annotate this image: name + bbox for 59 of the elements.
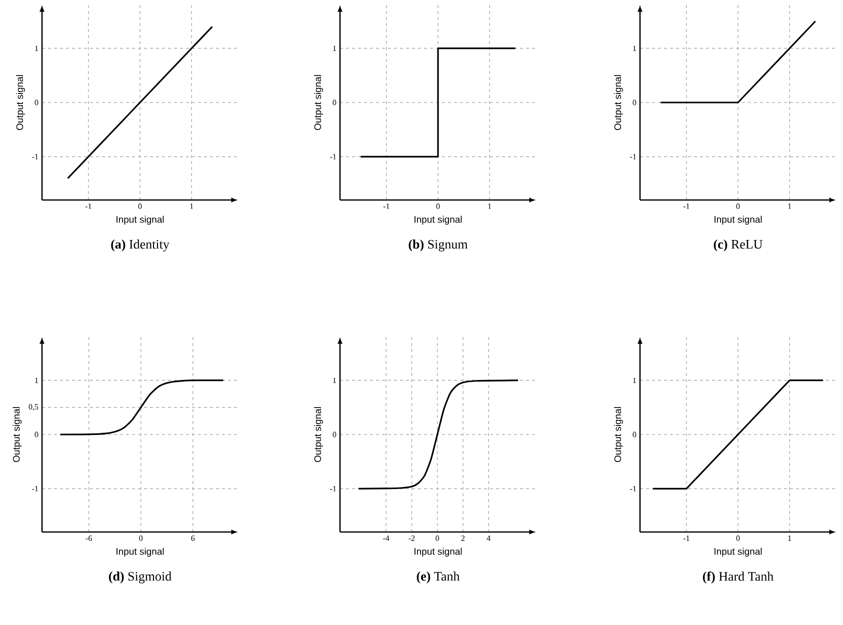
x-tick-label: 0 xyxy=(139,536,143,541)
y-tick-label: 0 xyxy=(34,100,38,106)
x-tick-label: 1 xyxy=(488,204,492,209)
x-tick-label: -1 xyxy=(85,204,92,209)
x-tick-label: 1 xyxy=(190,204,194,209)
y-tick-label: 0,5 xyxy=(28,404,38,411)
text: (e) Tanh xyxy=(416,572,460,584)
x-tick-label: -2 xyxy=(408,536,415,541)
y-tick-label: 0 xyxy=(332,100,336,106)
x-axis-title: Input signal xyxy=(414,548,462,557)
x-tick-label: -1 xyxy=(683,536,690,541)
y-tick-label: -1 xyxy=(330,154,336,160)
y-axis-title: Output signal xyxy=(16,75,25,130)
y-tick-label: -1 xyxy=(32,486,38,492)
line-series xyxy=(358,380,519,490)
text: (b) Signum xyxy=(408,240,468,252)
y-axis-title: Output signal xyxy=(12,407,22,462)
x-tick-label: 1 xyxy=(788,204,792,209)
text: (f) Hard Tanh xyxy=(702,572,774,584)
y-axis-title: Output signal xyxy=(314,407,323,462)
y-tick-label: 0 xyxy=(632,100,636,106)
y-tick-label: 1 xyxy=(333,46,336,51)
y-tick-label: -1 xyxy=(330,486,336,492)
text: (a) Identity xyxy=(111,240,170,252)
line-series xyxy=(59,379,224,436)
y-tick-label: 1 xyxy=(333,378,336,383)
x-tick-label: -1 xyxy=(383,204,390,209)
y-tick-label: 1 xyxy=(633,378,636,383)
x-axis-title: Input signal xyxy=(414,216,462,225)
x-tick-label: 0 xyxy=(736,536,740,541)
text: (d) Sigmoid xyxy=(108,572,172,584)
y-tick-label: 0 xyxy=(34,432,38,438)
x-tick-label: 2 xyxy=(461,536,465,541)
x-tick-label: 0 xyxy=(436,204,440,209)
y-tick-label: -1 xyxy=(630,486,636,492)
text: (c) ReLU xyxy=(714,240,762,252)
x-tick-label: 0 xyxy=(736,204,740,209)
x-tick-label: 6 xyxy=(191,536,195,541)
x-tick-label: 4 xyxy=(486,536,490,541)
y-tick-label: 1 xyxy=(633,46,636,51)
x-axis-title: Input signal xyxy=(116,216,164,225)
y-tick-label: -1 xyxy=(630,154,636,160)
y-axis-title: Output signal xyxy=(614,75,623,130)
y-tick-label: 1 xyxy=(35,46,38,51)
y-axis-title: Output signal xyxy=(314,75,323,130)
x-tick-label: 1 xyxy=(788,536,792,541)
x-axis-title: Input signal xyxy=(714,548,762,557)
x-tick-label: -1 xyxy=(683,204,690,209)
x-tick-label: 0 xyxy=(138,204,142,209)
x-tick-label: -6 xyxy=(86,536,92,541)
y-tick-label: 0 xyxy=(332,432,336,438)
x-axis-title: Input signal xyxy=(714,216,762,225)
y-tick-label: -1 xyxy=(32,154,38,160)
x-tick-label: -4 xyxy=(383,536,390,541)
y-tick-label: 1 xyxy=(35,378,38,383)
y-tick-label: 0 xyxy=(632,432,636,438)
x-tick-label: 0 xyxy=(436,536,440,541)
y-axis-title: Output signal xyxy=(614,407,623,462)
x-axis-title: Input signal xyxy=(116,548,164,557)
